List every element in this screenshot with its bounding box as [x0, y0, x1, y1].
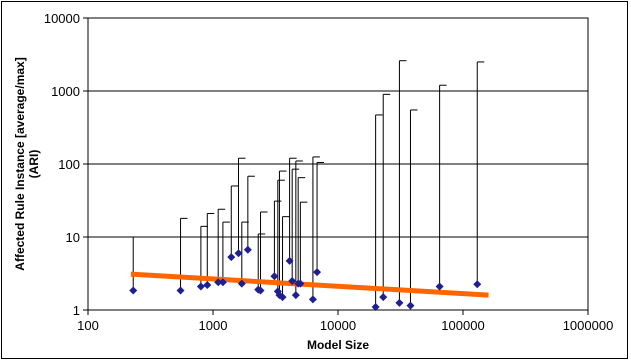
data-point [291, 291, 300, 300]
data-point [435, 282, 444, 291]
y-tick-label: 1000 [51, 84, 80, 99]
data-point [395, 298, 404, 307]
data-point [227, 253, 236, 262]
y-tick-label: 10 [66, 230, 80, 245]
data-point [379, 293, 388, 302]
x-tick-label: 10000 [320, 318, 356, 333]
data-point [196, 282, 205, 291]
y-axis-title-line1: Affected Rule Instance [average/max] [13, 57, 27, 270]
data-point [406, 301, 415, 310]
data-point [176, 286, 185, 295]
data-point [203, 281, 212, 290]
gridlines [83, 17, 589, 315]
y-tick-label: 1 [73, 303, 80, 318]
data-point [243, 245, 252, 254]
data-point [256, 286, 265, 295]
data-point [285, 256, 294, 265]
data-point [371, 302, 380, 311]
x-axis-title: Model Size [307, 338, 369, 352]
y-axis-title: Affected Rule Instance [average/max](ARI… [13, 57, 41, 270]
trendline [130, 271, 489, 298]
data-point [129, 286, 138, 295]
data-point [278, 293, 287, 302]
plot-area [87, 17, 589, 311]
data-point [214, 278, 223, 287]
x-tick-labels: 100 1000 10000 100000 1000000 [77, 318, 613, 333]
x-tick-label: 1000000 [563, 318, 614, 333]
y-tick-labels: 1 10 100 1000 10000 [44, 11, 80, 318]
data-point [296, 279, 305, 288]
x-tick-label: 1000 [199, 318, 228, 333]
data-point [234, 249, 243, 258]
y-tick-label: 100 [58, 157, 80, 172]
error-bars [132, 60, 485, 307]
data-point [270, 272, 279, 281]
y-tick-label: 10000 [44, 11, 80, 26]
data-point [308, 295, 317, 304]
data-points [129, 245, 482, 311]
data-point [288, 276, 297, 285]
data-point [218, 278, 227, 287]
data-point [237, 279, 246, 288]
trendline-layer [130, 271, 489, 298]
data-point [473, 280, 482, 289]
data-point [313, 268, 322, 277]
y-axis-title-line2: (ARI) [27, 150, 41, 179]
x-tick-label: 100000 [441, 318, 484, 333]
x-tick-label: 100 [77, 318, 99, 333]
